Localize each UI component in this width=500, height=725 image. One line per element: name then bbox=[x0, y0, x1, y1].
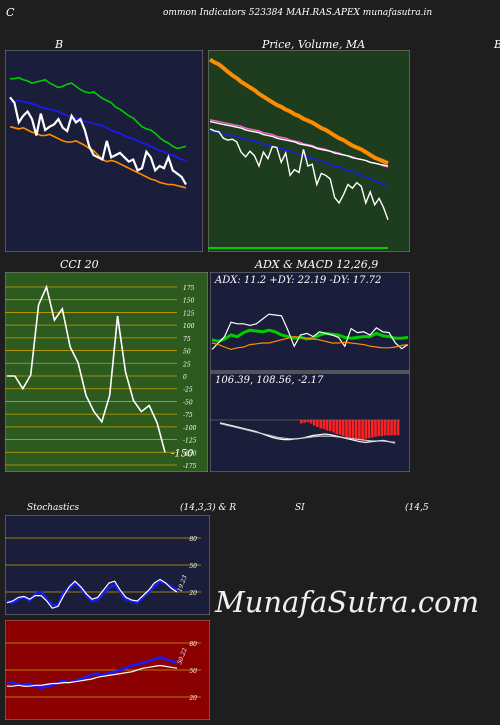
macd-histogram-bar bbox=[390, 420, 393, 436]
rsi-tick-label: 80 bbox=[189, 641, 197, 648]
cci-tick-label: -100 bbox=[183, 425, 197, 432]
header-letter: C bbox=[6, 6, 15, 19]
macd-histogram-bar bbox=[383, 420, 387, 436]
cropped-title-letter: B bbox=[494, 38, 500, 51]
adx-macd-title: ADX & MACD 12,26,9 bbox=[255, 258, 379, 271]
price-ma-chart bbox=[208, 50, 410, 252]
cci-tick-label: 175 bbox=[183, 285, 195, 292]
page-title: ommon Indicators 523384 MAH.RAS.APEX mun… bbox=[163, 8, 433, 18]
macd-histogram-bar bbox=[374, 420, 377, 437]
cci-bg bbox=[5, 272, 208, 472]
macd-histogram-bar bbox=[393, 420, 397, 436]
macd-histogram-bar bbox=[351, 420, 355, 439]
cci-series-0 bbox=[7, 284, 166, 453]
bollinger-chart bbox=[5, 50, 203, 252]
macd-histogram-bar bbox=[361, 420, 364, 440]
macd-histogram-bar bbox=[325, 420, 329, 431]
cci-title: CCI 20 bbox=[60, 258, 99, 271]
watermark: MunafaSutra.com bbox=[215, 585, 480, 619]
macd-histogram-bar bbox=[303, 420, 306, 423]
cci-tick-label: -125 bbox=[183, 438, 197, 445]
price-ma-series-3 bbox=[209, 130, 389, 187]
cci-tick-label: -150 bbox=[183, 450, 197, 457]
stoch-tick-label: 20 bbox=[188, 590, 197, 597]
cci-tick-label: 0 bbox=[183, 374, 187, 381]
macd-histogram-bar bbox=[319, 420, 322, 429]
stoch-tick-label: 80 bbox=[189, 536, 197, 543]
macd-histogram-bar bbox=[371, 420, 374, 438]
bollinger-series-0 bbox=[10, 76, 187, 150]
macd-histogram-bar bbox=[341, 420, 345, 437]
adx-series-2 bbox=[211, 335, 409, 351]
rsi-title: SI bbox=[295, 503, 305, 513]
macd-histogram-bar bbox=[300, 420, 303, 424]
adx-series-1 bbox=[211, 313, 409, 350]
bollinger-title: B bbox=[55, 38, 64, 51]
cci-tick-label: -175 bbox=[183, 463, 197, 470]
macd-histogram-bar bbox=[387, 420, 390, 436]
cci-tick-label: -25 bbox=[183, 387, 193, 394]
macd-histogram-bar bbox=[338, 420, 342, 435]
macd-histogram-bar bbox=[354, 420, 358, 439]
bollinger-series-2 bbox=[9, 125, 187, 189]
macd-histogram-bar bbox=[348, 420, 351, 438]
cci-tick-label: -75 bbox=[183, 412, 193, 419]
bollinger-series-1 bbox=[9, 99, 187, 162]
cci-tick-label: 50 bbox=[183, 349, 191, 356]
cci-tick-label: -50 bbox=[183, 399, 193, 406]
macd-histogram-bar bbox=[322, 420, 326, 430]
rsi-series-1 bbox=[7, 664, 178, 687]
stoch-params: (14,3,3) & R bbox=[180, 503, 237, 513]
rsi-tick-label: 50 bbox=[189, 668, 197, 675]
price-ma-series-0 bbox=[208, 57, 389, 166]
adx-bg bbox=[210, 272, 410, 372]
stoch-series-0 bbox=[6, 579, 178, 607]
macd-histogram-bar bbox=[364, 420, 368, 439]
macd-histogram-bar bbox=[329, 420, 332, 432]
macd-histogram-bar bbox=[312, 420, 316, 426]
macd-histogram-bar bbox=[377, 420, 380, 437]
price-ma-title: Price, Volume, MA bbox=[262, 38, 366, 51]
macd-histogram-bar bbox=[396, 420, 400, 436]
macd-histogram-bar bbox=[367, 420, 371, 439]
rsi-tick-label: 20 bbox=[188, 695, 197, 702]
stoch-series-1 bbox=[6, 578, 178, 609]
bollinger-series-3 bbox=[9, 96, 187, 186]
adx-macd-chart bbox=[210, 272, 410, 472]
macd-histogram-bar bbox=[316, 420, 319, 427]
cci-tick-label: 150 bbox=[183, 298, 195, 305]
macd-histogram-bar bbox=[345, 420, 348, 438]
cci-tick-label: 75 bbox=[183, 336, 191, 343]
cci-last-value: -150 bbox=[171, 448, 194, 459]
macd-histogram-bar bbox=[335, 420, 339, 434]
cci-tick-label: 25 bbox=[182, 361, 191, 368]
cci-chart: 175 150 125 100 75 50 25 0 -25 -50 -75 -100 -125 -150… bbox=[5, 272, 208, 472]
macd-histogram-bar bbox=[309, 420, 313, 424]
adx-readout: ADX: 11.2 +DY: 22.19 -DY: 17.72 bbox=[215, 275, 382, 286]
cci-tick-label: 125 bbox=[183, 310, 195, 317]
cci-tick-label: 100 bbox=[183, 323, 195, 330]
macd-series-1 bbox=[219, 422, 396, 443]
macd-readout: 106.39, 108.56, -2.17 bbox=[215, 375, 324, 386]
macd-histogram-bar bbox=[358, 420, 361, 440]
macd-series-0 bbox=[219, 422, 396, 444]
macd-histogram-bar bbox=[332, 420, 335, 433]
macd-histogram-bar bbox=[306, 420, 310, 423]
price-ma-series-2 bbox=[209, 120, 389, 167]
rsi-series-0 bbox=[6, 656, 178, 690]
price-ma-series-4 bbox=[209, 128, 389, 220]
macd-histogram-bar bbox=[380, 420, 384, 437]
stoch-tick-label: 50 bbox=[189, 563, 197, 570]
rsi-params: (14,5 bbox=[405, 503, 429, 513]
stoch-title: Stochastics bbox=[27, 503, 80, 513]
